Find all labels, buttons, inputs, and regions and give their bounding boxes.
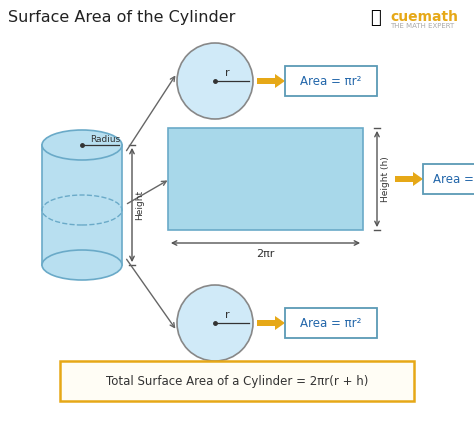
- Ellipse shape: [177, 43, 253, 119]
- Text: Radius: Radius: [90, 135, 120, 144]
- Text: Surface Area of the Cylinder: Surface Area of the Cylinder: [8, 10, 236, 25]
- Bar: [42, 145, 122, 265]
- Bar: [257, 78, 275, 84]
- Ellipse shape: [42, 250, 122, 280]
- Text: 🚀: 🚀: [370, 9, 381, 27]
- Bar: [257, 320, 275, 326]
- Text: r: r: [225, 310, 229, 320]
- Bar: [395, 176, 413, 182]
- Polygon shape: [275, 74, 285, 88]
- Ellipse shape: [42, 130, 122, 160]
- FancyBboxPatch shape: [60, 361, 414, 401]
- Ellipse shape: [177, 285, 253, 361]
- Text: 2πr: 2πr: [256, 249, 275, 259]
- Text: Total Surface Area of a Cylinder = 2πr(r + h): Total Surface Area of a Cylinder = 2πr(r…: [106, 374, 368, 387]
- Polygon shape: [275, 316, 285, 330]
- Text: Area = πr²: Area = πr²: [301, 74, 362, 88]
- Text: r: r: [225, 68, 229, 78]
- Text: THE MATH EXPERT: THE MATH EXPERT: [390, 23, 454, 29]
- Bar: [168, 128, 363, 230]
- Text: Height (h): Height (h): [381, 156, 390, 202]
- Text: Area = πr²: Area = πr²: [301, 316, 362, 330]
- FancyBboxPatch shape: [285, 308, 377, 338]
- Polygon shape: [413, 172, 423, 186]
- Text: Area = 2πrh: Area = 2πrh: [433, 173, 474, 186]
- FancyBboxPatch shape: [423, 164, 474, 194]
- Text: cuemath: cuemath: [390, 10, 458, 24]
- Text: Height: Height: [135, 190, 144, 220]
- FancyBboxPatch shape: [285, 66, 377, 96]
